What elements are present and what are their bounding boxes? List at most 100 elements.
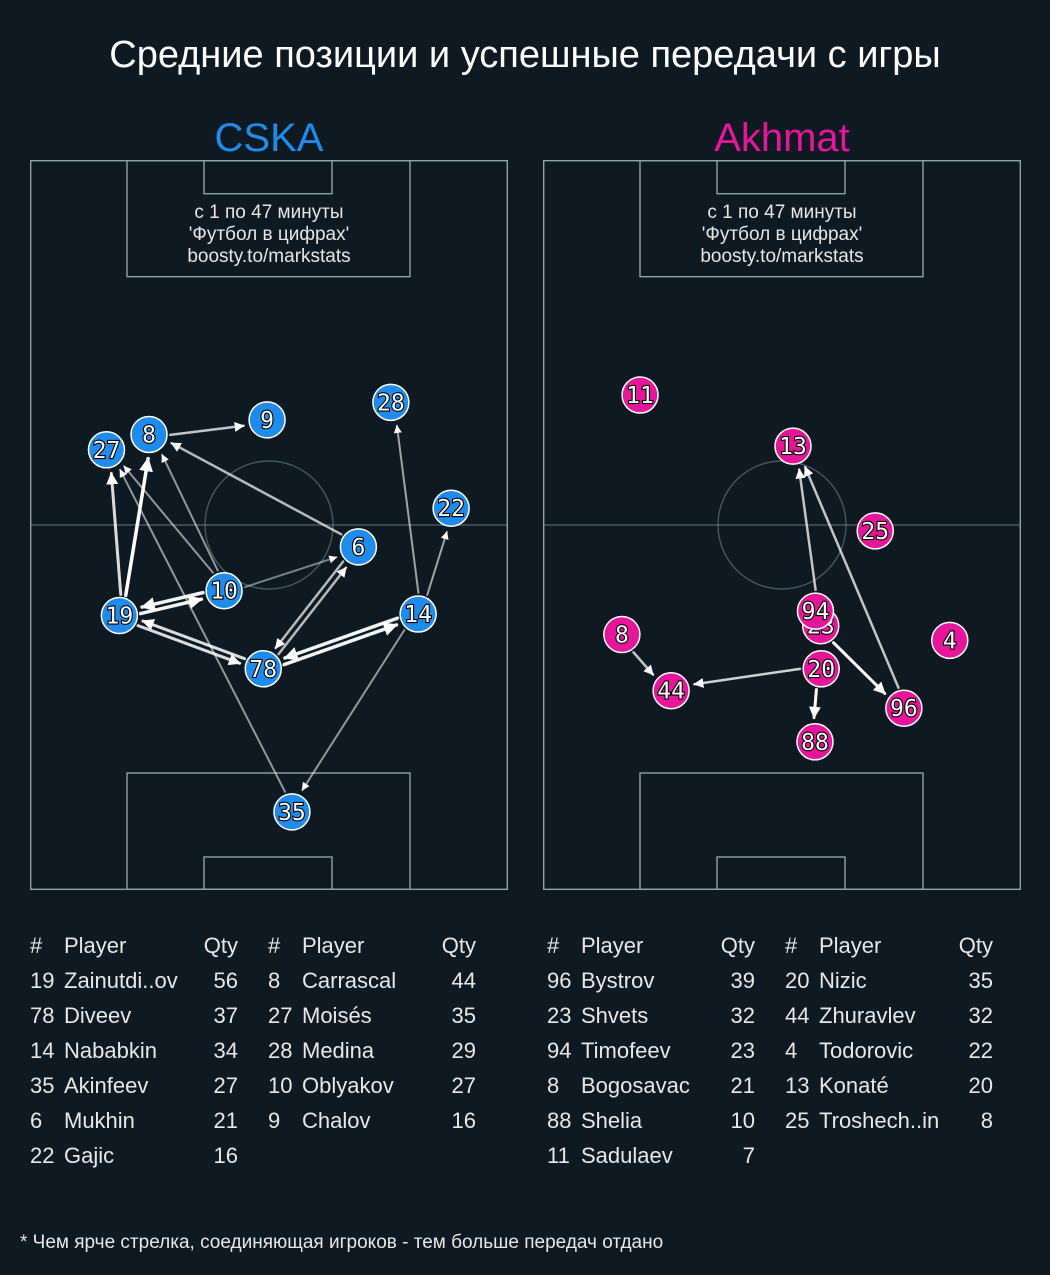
stats-cell-qty: 20 [968, 1072, 993, 1098]
stats-cell-num: 88 [547, 1107, 572, 1133]
table-row: 96 Bystrov 39 20 Nizic 35 [547, 963, 993, 998]
stats-cell-num: 8 [268, 967, 281, 993]
table-row: 8 Bogosavac 21 13 Konaté 20 [547, 1068, 993, 1103]
player-marker-10 [205, 571, 243, 610]
stats-cell-qty: 35 [968, 967, 993, 993]
stats-cell-num: 27 [268, 1002, 293, 1028]
stats-cell-player: Akinfeev [64, 1072, 149, 1098]
stats-cell-player: Moisés [302, 1002, 372, 1028]
pass-arrow-8-to-9 [168, 421, 245, 437]
stats-cell-player: Nizic [819, 967, 867, 993]
table-row: 35 Akinfeev 27 10 Oblyakov 27 [30, 1068, 476, 1103]
pass-arrow-19-to-8 [123, 456, 153, 598]
stats-cell-player: Konaté [819, 1072, 889, 1098]
stats-cell-player: Bystrov [581, 967, 655, 993]
stats-cell-player: Medina [302, 1037, 375, 1063]
pass-arrow-35-to-27 [119, 468, 287, 793]
player-number-11: 11 [626, 383, 654, 409]
pass-arrow-78-to-19 [141, 619, 247, 661]
player-markers: 11132523944844209688 [603, 376, 969, 761]
player-number-10: 10 [210, 579, 238, 605]
top-goal-area [716, 159, 846, 195]
stats-cell-player: Diveev [64, 1002, 132, 1028]
stats-cell-player: Nababkin [64, 1037, 157, 1063]
player-marker-8 [130, 415, 168, 454]
pass-arrow-23-to-96 [832, 641, 887, 695]
stats-table-cska: # Player Qty # Player Qty 19 Zainutdi..ov 56 8 Car… [30, 928, 476, 1173]
bottom-penalty-box [126, 772, 411, 891]
pass-arrow-20-to-88 [808, 687, 821, 720]
stats-cell-num: 11 [547, 1142, 570, 1168]
stats-cell-qty: 32 [968, 1002, 993, 1028]
player-number-94: 94 [802, 599, 830, 625]
player-marker-28 [372, 383, 410, 422]
stats-header-player: Player [819, 932, 882, 958]
page-title: Средние позиции и успешные передачи с иг… [109, 34, 941, 76]
player-number-28: 28 [377, 390, 405, 416]
stats-cell-num: 6 [30, 1107, 43, 1133]
pitch-akhmat: 11132523944844209688 с 1 по 47 минуты 'Ф… [542, 159, 1022, 895]
player-number-96: 96 [890, 696, 918, 722]
player-marker-88 [796, 723, 834, 761]
pass-arrows [106, 421, 449, 793]
stats-header-num: # [547, 932, 560, 958]
player-number-6: 6 [351, 535, 365, 561]
stats-cell-player: Shvets [581, 1002, 649, 1028]
table-row: 88 Shelia 10 25 Troshech..in 8 [547, 1103, 993, 1138]
stats-cell-qty: 32 [730, 1002, 755, 1028]
stats-cell-num: 25 [785, 1107, 810, 1133]
player-number-20: 20 [807, 657, 835, 683]
stats-cell-num: 20 [785, 967, 810, 993]
team-name-akhmat: Akhmat [714, 116, 850, 160]
stats-cell-player [819, 1138, 945, 1173]
pass-arrow-6-to-8 [170, 441, 343, 536]
stats-cell-qty: 7 [742, 1142, 755, 1168]
bottom-goal-area [203, 856, 333, 890]
stats-cell-num: 96 [547, 967, 572, 993]
player-marker-22 [432, 489, 470, 527]
stats-cell-num: 4 [785, 1037, 798, 1063]
pass-arrow-14-to-78 [283, 616, 400, 661]
player-marker-6 [339, 528, 378, 566]
stats-cell-qty: 44 [451, 967, 476, 993]
stats-cell-num: 78 [30, 1002, 55, 1028]
pass-arrow-94-to-13 [795, 468, 817, 592]
table-row: 19 Zainutdi..ov 56 8 Carrascal 44 [30, 963, 476, 998]
player-marker-13 [774, 427, 812, 465]
pass-arrow-10-to-27 [123, 465, 214, 574]
stats-cell-num: 23 [547, 1002, 572, 1028]
stats-cell-player: Carrascal [302, 967, 397, 993]
stats-cell-qty: 39 [730, 967, 755, 993]
stats-header-player: Player [302, 932, 365, 958]
stats-cell-num: 19 [30, 967, 55, 993]
pass-arrow-10-to-8 [161, 453, 219, 572]
stats-cell-player: Shelia [581, 1107, 643, 1133]
table-row: 6 Mukhin 21 9 Chalov 16 [30, 1103, 476, 1138]
player-marker-8 [603, 615, 641, 654]
pass-arrow-96-to-13 [803, 465, 900, 689]
stats-cell-qty: 29 [451, 1037, 476, 1063]
stats-header-qty: Qty [958, 932, 993, 958]
stats-header-qty: Qty [203, 932, 238, 958]
pass-arrow-20-to-44 [693, 667, 802, 688]
stats-cell-qty: 27 [213, 1072, 238, 1098]
stats-cell-num: 28 [268, 1037, 293, 1063]
player-number-22: 22 [437, 496, 465, 522]
pass-arrow-14-to-28 [393, 424, 420, 594]
stats-cell-qty: 16 [213, 1142, 238, 1168]
stats-cell-qty: 23 [730, 1037, 755, 1063]
stats-cell-player: Gajic [64, 1142, 115, 1168]
player-marker-4 [931, 621, 969, 660]
stats-header-player: Player [581, 932, 644, 958]
stats-cell-player [302, 1138, 428, 1173]
player-marker-44 [652, 671, 690, 710]
player-marker-14 [399, 595, 437, 633]
player-number-27: 27 [93, 438, 121, 464]
player-marker-11 [621, 376, 659, 414]
player-number-19: 19 [106, 604, 134, 630]
player-number-88: 88 [801, 730, 829, 756]
pass-arrow-14-to-22 [426, 531, 449, 596]
stats-cell-player: Oblyakov [302, 1072, 394, 1098]
stats-cell-num: 94 [547, 1037, 572, 1063]
team-name-cska: CSKA [214, 116, 324, 160]
